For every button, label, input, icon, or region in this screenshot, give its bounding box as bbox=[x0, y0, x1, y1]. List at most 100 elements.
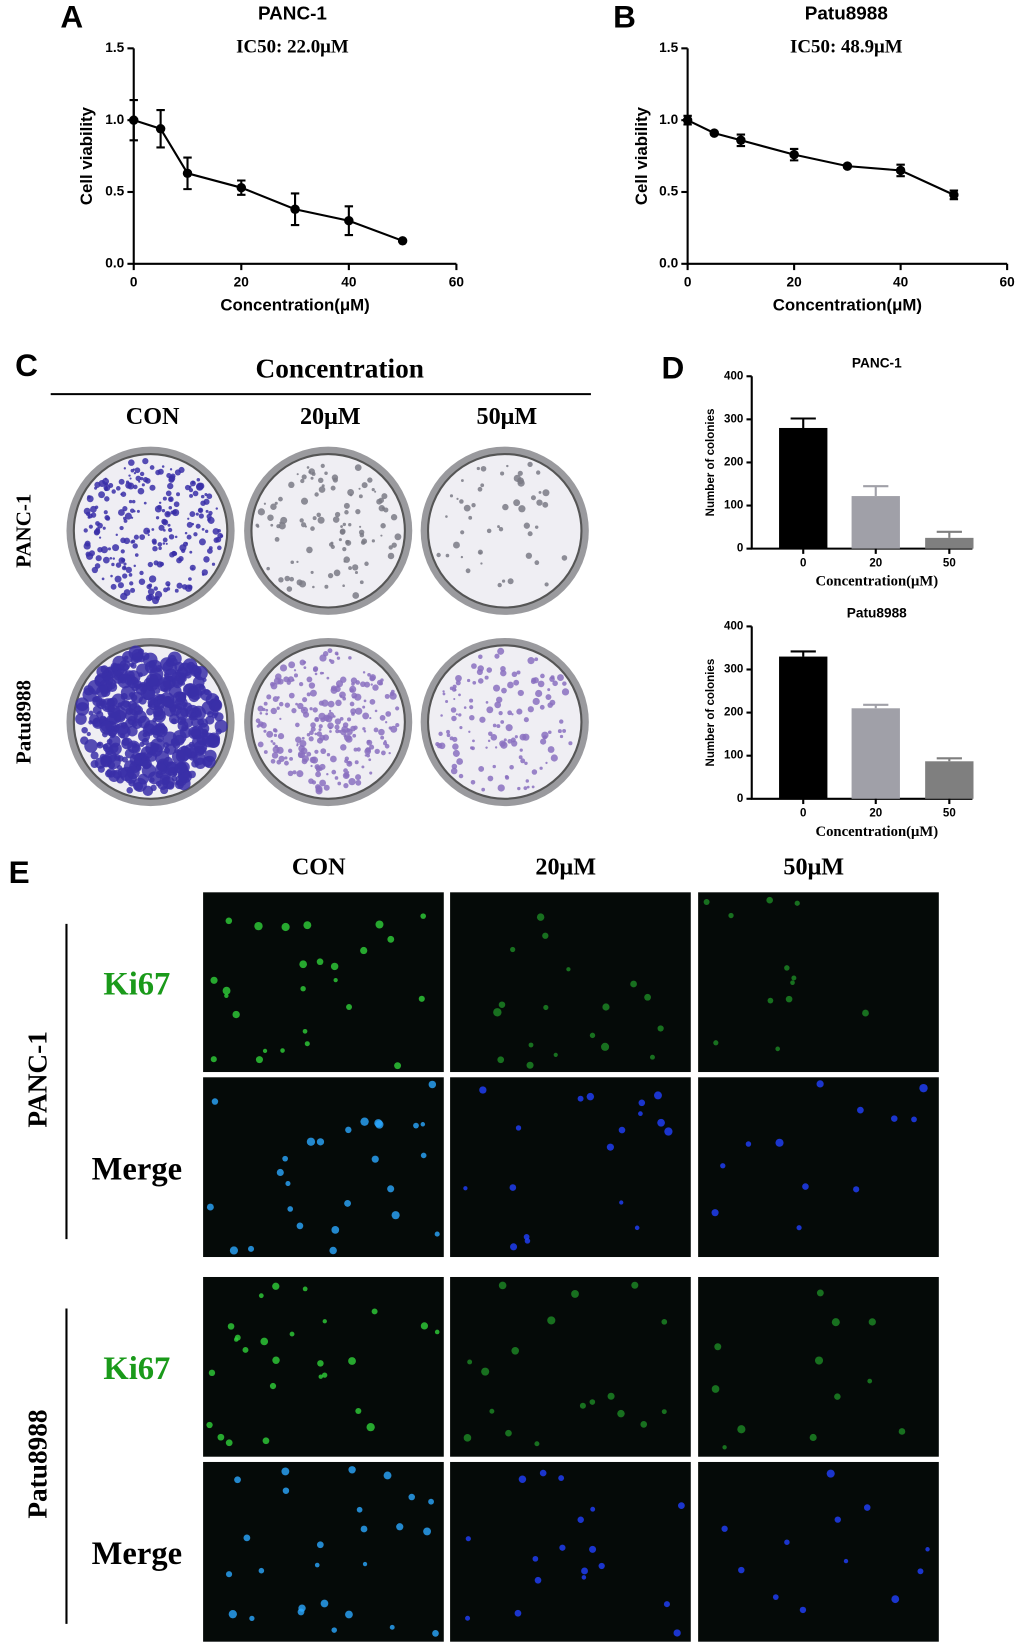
colony-dot bbox=[507, 578, 514, 585]
colony-dot bbox=[145, 594, 153, 602]
colony-dot bbox=[348, 778, 356, 786]
colony-dot bbox=[141, 652, 150, 661]
colony-dot bbox=[289, 576, 295, 582]
cell-dot bbox=[831, 1318, 840, 1327]
colony-dot bbox=[95, 527, 101, 532]
colony-dot bbox=[108, 711, 121, 725]
x-tick-label: 40 bbox=[893, 274, 909, 289]
error-bar bbox=[790, 417, 816, 428]
y-axis-label: Number of colonies bbox=[705, 659, 717, 767]
colony-dot bbox=[525, 779, 529, 783]
cell-dot bbox=[553, 1052, 558, 1057]
cell-dot bbox=[532, 1555, 539, 1562]
colony-dot bbox=[362, 671, 366, 674]
bar bbox=[779, 427, 828, 549]
bar bbox=[851, 708, 900, 799]
cell-dot bbox=[289, 1331, 295, 1337]
colony-dot bbox=[472, 739, 475, 743]
cell-dot bbox=[834, 1516, 841, 1523]
colony-dot bbox=[266, 566, 270, 571]
colony-dot bbox=[130, 662, 137, 669]
colony-dot bbox=[96, 685, 109, 698]
colony-dot bbox=[306, 751, 312, 757]
error-bar bbox=[863, 485, 889, 497]
colony-dot bbox=[80, 736, 89, 745]
colony-dot bbox=[87, 495, 91, 499]
colony-dot bbox=[363, 699, 367, 703]
cell-dot bbox=[891, 1115, 898, 1122]
cell-dot bbox=[298, 1604, 306, 1612]
colony-dot bbox=[271, 752, 279, 759]
colony-dot bbox=[151, 528, 155, 531]
colony-dot bbox=[132, 543, 138, 549]
cell-dot bbox=[703, 899, 710, 905]
colony-dot bbox=[188, 485, 192, 489]
micrograph bbox=[203, 1077, 444, 1258]
colony-dot bbox=[323, 784, 330, 791]
colony-dot bbox=[309, 756, 317, 764]
cell-dot bbox=[543, 1004, 549, 1011]
cell-dot bbox=[559, 1544, 566, 1551]
colony-dot bbox=[133, 484, 138, 490]
colony-dot bbox=[345, 539, 350, 545]
colony-dot bbox=[367, 672, 371, 677]
colony-dot bbox=[318, 712, 326, 720]
colony-dot bbox=[146, 584, 152, 590]
colony-dot bbox=[215, 728, 222, 735]
colony-dot bbox=[366, 739, 373, 746]
colony-dot bbox=[111, 489, 116, 494]
cell-dot bbox=[345, 1126, 352, 1134]
cell-dot bbox=[248, 1245, 255, 1252]
colony-dot bbox=[287, 676, 294, 683]
colony-dot bbox=[458, 713, 462, 717]
colony-dot bbox=[354, 760, 359, 765]
colony-dot bbox=[300, 478, 305, 484]
cell-dot bbox=[360, 946, 368, 955]
colony-dot bbox=[517, 689, 524, 697]
colony-dot bbox=[359, 532, 365, 538]
cell-dot bbox=[790, 980, 795, 985]
cell-dot bbox=[802, 1183, 809, 1190]
cell-dot bbox=[316, 1138, 325, 1146]
colony-dot bbox=[358, 487, 361, 490]
cell-dot bbox=[566, 967, 571, 972]
y-tick-label: 1.0 bbox=[659, 112, 678, 127]
colony-dot bbox=[302, 697, 308, 703]
colony-dot bbox=[452, 684, 457, 689]
colony-dot bbox=[272, 746, 280, 754]
colony-dot bbox=[286, 586, 293, 592]
cell-dot bbox=[577, 1095, 584, 1102]
cell-dot bbox=[296, 1222, 304, 1230]
colony-dot bbox=[387, 552, 395, 560]
colony-dot bbox=[455, 713, 458, 716]
colony-dot bbox=[310, 570, 314, 574]
colony-dot bbox=[362, 727, 366, 731]
colony-dot bbox=[125, 480, 130, 484]
cell-dot bbox=[242, 1346, 249, 1353]
colony-dot bbox=[280, 516, 288, 524]
stain-label: Ki67 bbox=[103, 1351, 170, 1387]
colony-dot bbox=[122, 700, 130, 708]
colony-dot bbox=[438, 731, 443, 736]
colony-dot bbox=[436, 552, 441, 558]
colony-dot bbox=[189, 550, 193, 554]
colony-dot bbox=[139, 534, 146, 540]
stain-label: Merge bbox=[92, 1536, 182, 1572]
colony-dot bbox=[493, 684, 501, 692]
colony-dot bbox=[174, 588, 179, 593]
cell-dot bbox=[355, 1407, 362, 1414]
colony-dot bbox=[101, 577, 105, 581]
colony-dot bbox=[277, 733, 285, 740]
colony-dot bbox=[452, 749, 460, 757]
colony-dot bbox=[205, 509, 209, 513]
colony-dot bbox=[175, 691, 187, 703]
colony-dot bbox=[544, 582, 549, 587]
colony-dot bbox=[480, 465, 487, 472]
colony-dot bbox=[191, 480, 195, 485]
colony-dot bbox=[359, 525, 362, 528]
colony-dot bbox=[100, 720, 113, 733]
colony-dot bbox=[83, 542, 91, 550]
colony-dot bbox=[381, 493, 388, 500]
colony-dot bbox=[298, 745, 305, 752]
colony-dot bbox=[306, 466, 310, 469]
